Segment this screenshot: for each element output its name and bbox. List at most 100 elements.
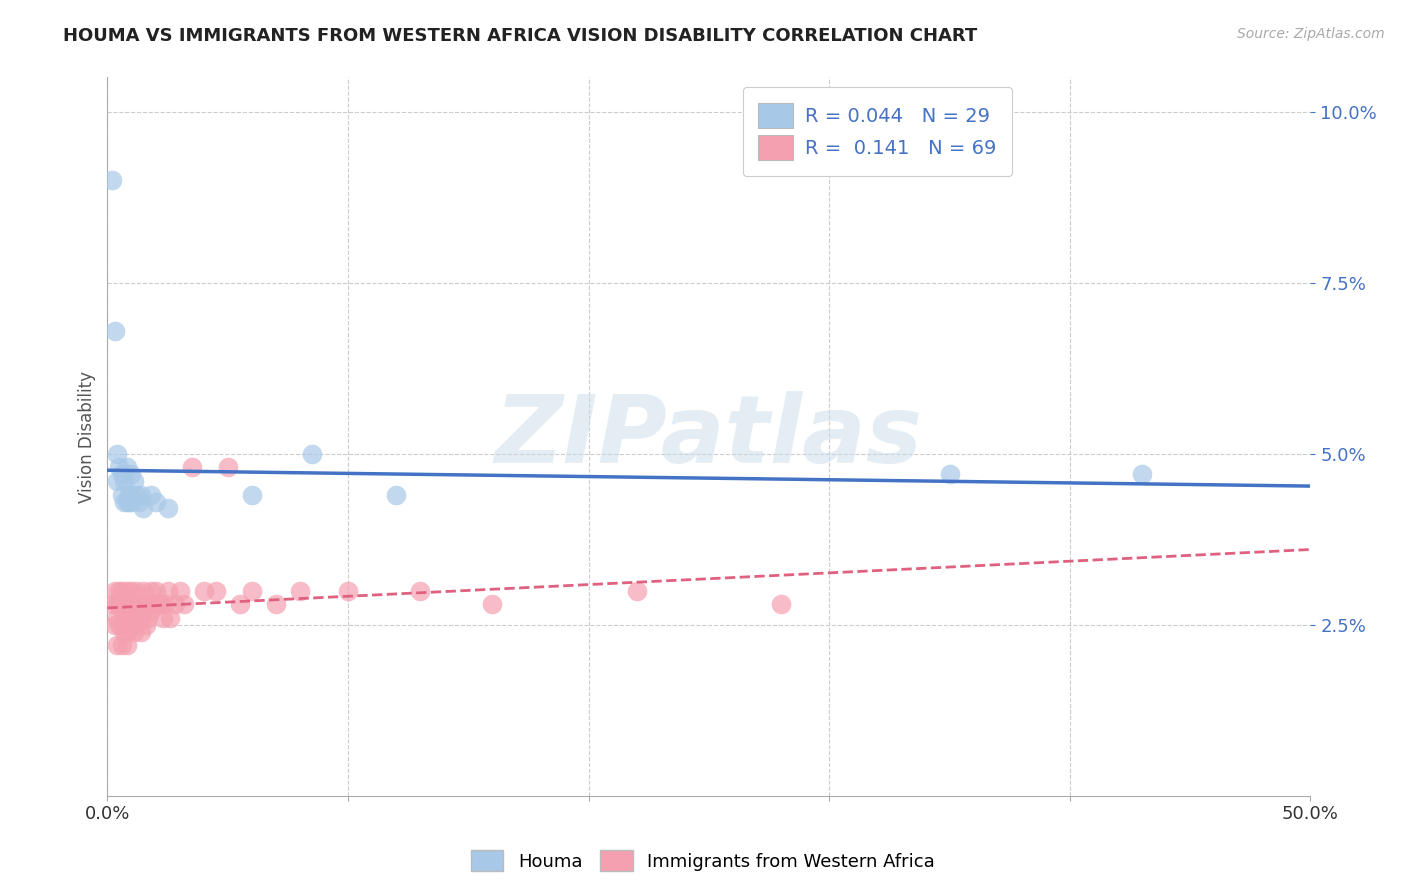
Point (118, 617, 141, 632)
Point (118, 597, 141, 611)
Point (193, 583, 215, 598)
Point (115, 583, 138, 598)
Point (145, 494, 167, 508)
Point (122, 474, 145, 488)
Legend: R = 0.044   N = 29, R =  0.141   N = 69: R = 0.044 N = 29, R = 0.141 N = 69 (742, 87, 1012, 176)
Point (101, 173, 124, 187)
Point (139, 488, 162, 502)
Point (136, 611, 159, 625)
Point (115, 460, 138, 475)
Point (118, 488, 141, 502)
Point (120, 617, 142, 632)
Point (105, 597, 128, 611)
Point (128, 597, 150, 611)
Point (115, 494, 138, 508)
Point (128, 611, 150, 625)
Point (111, 604, 134, 618)
Point (104, 617, 127, 632)
Text: ZIPatlas: ZIPatlas (495, 391, 922, 483)
Point (125, 617, 148, 632)
Point (204, 583, 226, 598)
Point (125, 488, 148, 502)
Point (156, 583, 179, 598)
Point (108, 460, 131, 475)
Point (112, 611, 135, 625)
Point (132, 501, 155, 516)
Text: Source: ZipAtlas.com: Source: ZipAtlas.com (1237, 27, 1385, 41)
Point (139, 604, 162, 618)
Point (101, 597, 124, 611)
Point (115, 624, 138, 639)
Legend: Houma, Immigrants from Western Africa: Houma, Immigrants from Western Africa (464, 843, 942, 879)
Point (146, 597, 169, 611)
Point (135, 597, 157, 611)
Point (112, 597, 135, 611)
Point (111, 488, 134, 502)
Point (112, 624, 135, 639)
Point (112, 494, 135, 508)
Point (385, 488, 408, 502)
Point (111, 467, 134, 482)
Point (115, 611, 138, 625)
Point (240, 583, 263, 598)
Point (159, 611, 181, 625)
Point (105, 447, 128, 461)
Point (142, 597, 165, 611)
Point (118, 611, 141, 625)
Point (132, 604, 155, 618)
Point (626, 583, 648, 598)
Point (122, 597, 145, 611)
Point (240, 488, 263, 502)
Point (180, 460, 202, 475)
Point (1130, 467, 1153, 482)
Point (153, 597, 176, 611)
Point (105, 474, 128, 488)
Point (122, 611, 145, 625)
Point (409, 583, 432, 598)
Point (118, 494, 141, 508)
Point (770, 597, 793, 611)
Point (149, 597, 172, 611)
Point (128, 494, 150, 508)
Point (129, 488, 152, 502)
Point (120, 467, 142, 482)
Point (125, 597, 148, 611)
Point (105, 638, 128, 652)
Point (111, 638, 134, 652)
Point (108, 597, 131, 611)
Point (156, 501, 179, 516)
Point (217, 460, 239, 475)
Point (120, 583, 142, 598)
Point (108, 617, 131, 632)
Point (139, 583, 162, 598)
Point (129, 624, 152, 639)
Point (120, 494, 142, 508)
Point (120, 488, 142, 502)
Point (152, 611, 174, 625)
Point (104, 583, 127, 598)
Point (173, 597, 195, 611)
Point (111, 617, 134, 632)
Point (145, 583, 167, 598)
Point (129, 611, 152, 625)
Point (169, 583, 191, 598)
Point (135, 617, 157, 632)
Point (115, 597, 138, 611)
Point (132, 583, 155, 598)
Point (112, 474, 135, 488)
Point (145, 597, 167, 611)
Point (122, 624, 145, 639)
Point (938, 467, 960, 482)
Point (105, 611, 128, 625)
Point (125, 583, 148, 598)
Point (104, 324, 127, 338)
Point (264, 597, 287, 611)
Text: HOUMA VS IMMIGRANTS FROM WESTERN AFRICA VISION DISABILITY CORRELATION CHART: HOUMA VS IMMIGRANTS FROM WESTERN AFRICA … (63, 27, 977, 45)
Point (337, 583, 360, 598)
Point (115, 638, 138, 652)
Point (301, 447, 323, 461)
Point (288, 583, 311, 598)
Point (111, 583, 134, 598)
Point (120, 604, 142, 618)
Point (163, 597, 186, 611)
